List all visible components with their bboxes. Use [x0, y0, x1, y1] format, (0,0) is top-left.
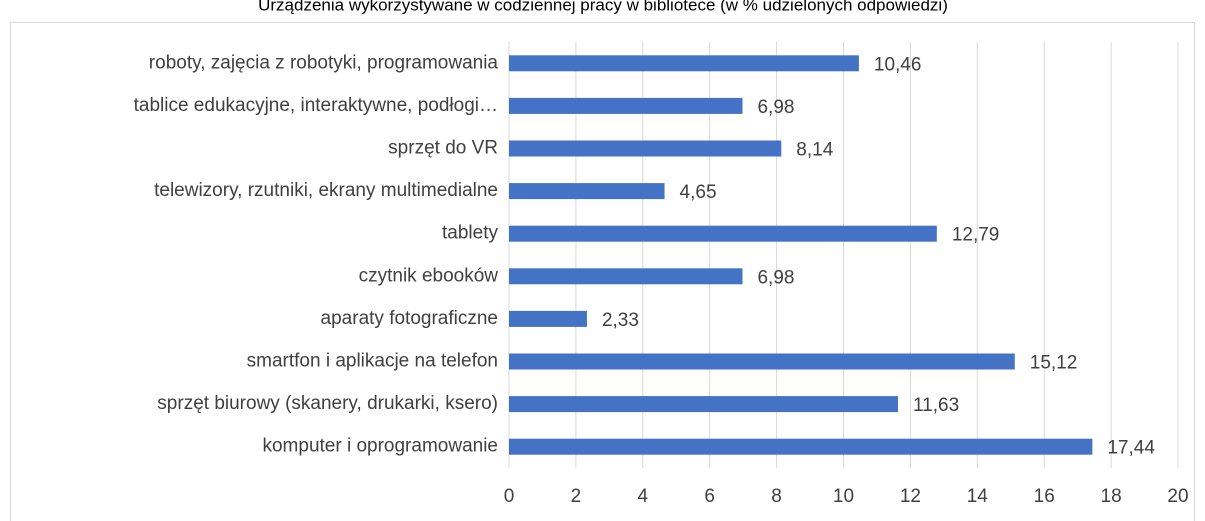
bar [509, 438, 1093, 455]
bar [509, 268, 743, 285]
y-tick-label: czytnik ebooków [359, 265, 499, 286]
x-tick-label: 16 [1034, 486, 1055, 507]
data-label: 15,12 [1030, 353, 1078, 374]
bar [509, 140, 782, 157]
x-tick-label: 10 [833, 486, 854, 507]
data-label: 6,98 [757, 267, 794, 288]
bar [509, 55, 859, 72]
bar [509, 97, 743, 114]
y-tick-label: sprzęt do VR [388, 138, 498, 159]
data-label: 6,98 [757, 97, 794, 118]
x-tick-label: 4 [638, 486, 649, 507]
bar [509, 353, 1015, 370]
x-tick-label: 12 [900, 486, 921, 507]
bar [509, 183, 665, 200]
bar [509, 225, 937, 242]
y-tick-label: tablice edukacyjne, interaktywne, podłog… [134, 95, 498, 116]
x-tick-label: 8 [771, 486, 782, 507]
data-label: 2,33 [602, 310, 639, 331]
y-tick-label: aparaty fotograficzne [321, 308, 498, 329]
x-tick-label: 0 [504, 486, 515, 507]
x-tick-label: 18 [1101, 486, 1122, 507]
data-label: 8,14 [796, 140, 833, 161]
y-tick-label: sprzęt biurowy (skanery, drukarki, ksero… [157, 393, 498, 414]
data-label: 11,63 [913, 395, 959, 416]
y-tick-label: roboty, zajęcia z robotyki, programowani… [149, 52, 499, 73]
x-tick-label: 14 [967, 486, 989, 507]
x-tick-label: 2 [571, 486, 582, 507]
y-tick-label: smartfon i aplikacje na telefon [247, 351, 498, 372]
bar [509, 310, 587, 327]
x-tick-label: 6 [704, 486, 715, 507]
data-label: 12,79 [952, 225, 1000, 246]
data-label: 17,44 [1107, 438, 1155, 459]
x-tick-label: 20 [1167, 486, 1188, 507]
y-tick-label: komputer i oprogramowanie [262, 436, 498, 457]
y-tick-label: tablety [442, 223, 498, 244]
data-label: 4,65 [680, 182, 717, 203]
y-tick-label: telewizory, rzutniki, ekrany multimedial… [154, 180, 498, 201]
chart-title: Urządzenia wykorzystywane w codziennej p… [258, 0, 948, 14]
data-label: 10,46 [874, 54, 922, 75]
bar [509, 396, 899, 413]
